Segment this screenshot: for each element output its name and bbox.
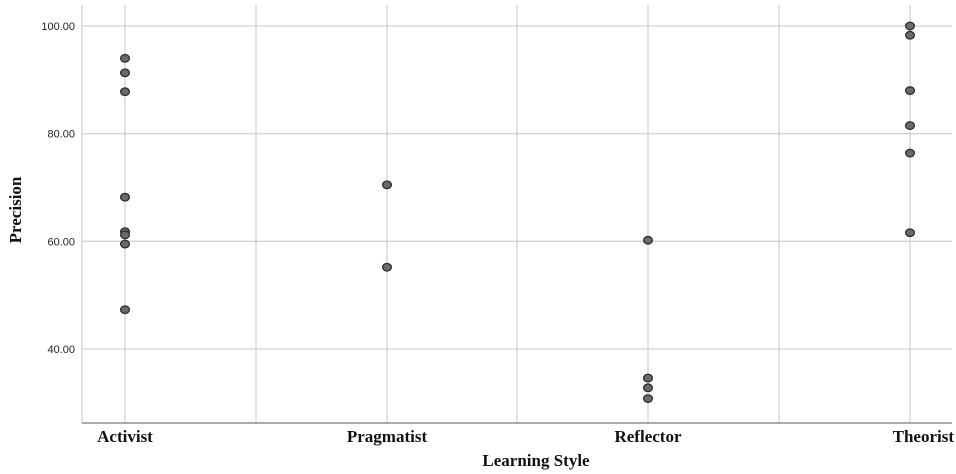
data-point xyxy=(642,235,654,245)
data-point xyxy=(904,121,916,131)
data-point xyxy=(119,53,131,63)
data-point xyxy=(119,192,131,202)
data-points xyxy=(119,21,916,403)
data-point xyxy=(381,262,393,272)
data-point xyxy=(119,239,131,249)
y-tick-label: 80.00 xyxy=(47,129,75,141)
y-axis-title: Precision xyxy=(6,176,25,243)
x-tick-label: Pragmatist xyxy=(347,427,428,446)
x-tick-labels: Activist Pragmatist Reflector Theorist xyxy=(97,427,954,446)
data-point xyxy=(904,30,916,40)
x-tick-label: Activist xyxy=(97,427,153,446)
x-tick-label: Reflector xyxy=(614,427,681,446)
y-tick-labels: 40.00 60.00 80.00 100.00 xyxy=(41,21,75,356)
data-point xyxy=(642,373,654,383)
y-tick-label: 100.00 xyxy=(41,21,75,33)
data-point xyxy=(119,230,131,240)
data-point xyxy=(119,305,131,315)
data-point xyxy=(119,87,131,97)
x-tick-label: Theorist xyxy=(893,427,955,446)
data-point xyxy=(381,180,393,190)
x-axis-title: Learning Style xyxy=(482,451,590,470)
data-point xyxy=(642,383,654,393)
data-point xyxy=(904,21,916,31)
data-point xyxy=(642,394,654,403)
data-point xyxy=(119,68,131,78)
data-point xyxy=(904,228,916,238)
y-tick-label: 60.00 xyxy=(47,236,75,248)
data-point xyxy=(904,86,916,96)
data-point xyxy=(904,148,916,158)
y-tick-label: 40.00 xyxy=(47,344,75,356)
gridlines xyxy=(81,5,952,423)
